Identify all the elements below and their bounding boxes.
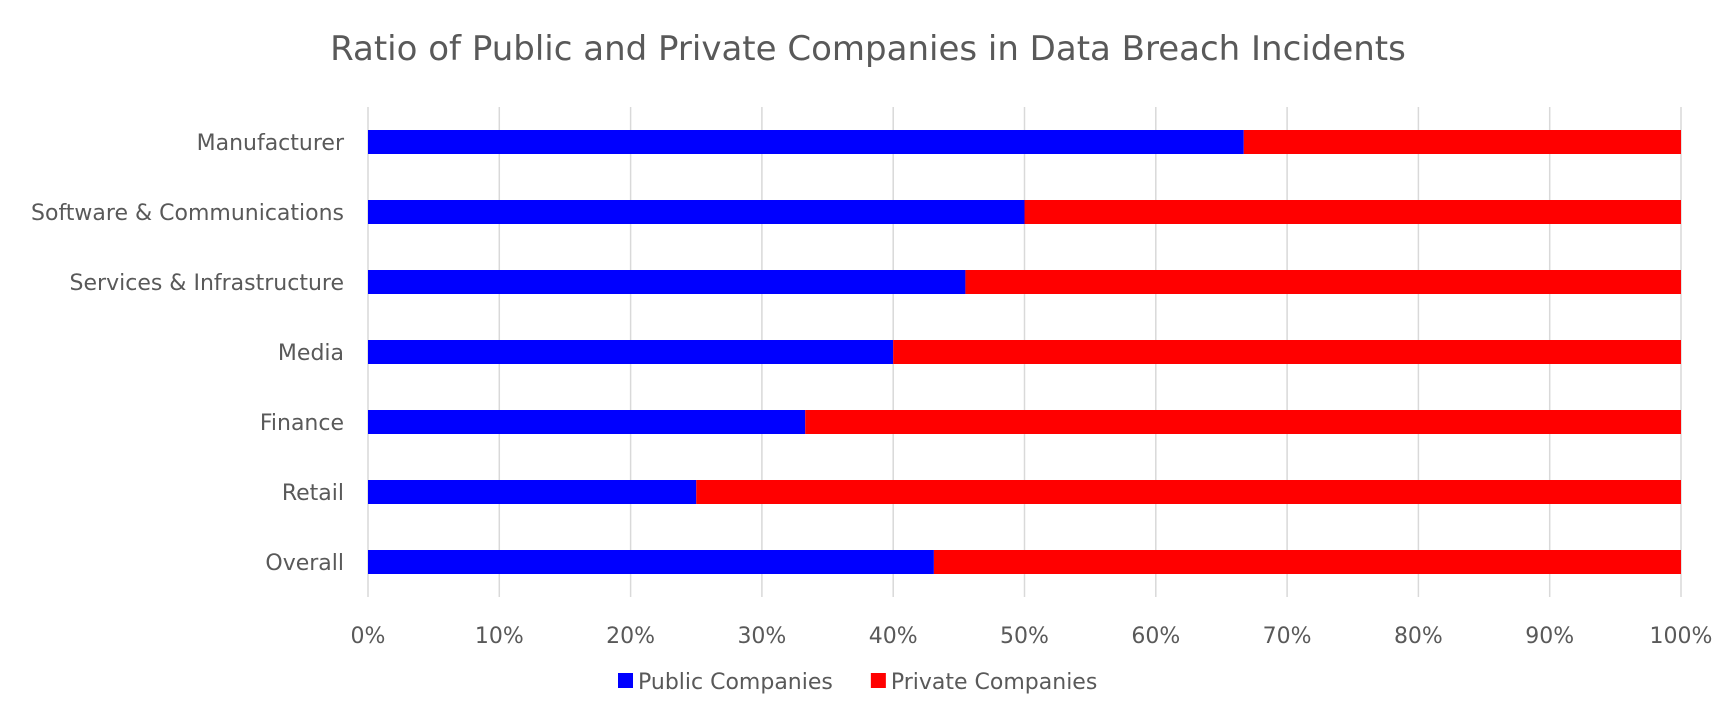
x-tick-label: 70% (1263, 624, 1312, 649)
bar-private-companies (1024, 200, 1681, 224)
category-label: Retail (282, 481, 344, 506)
category-label: Overall (265, 551, 344, 576)
x-tick-label: 50% (1000, 624, 1049, 649)
x-tick-label: 80% (1394, 624, 1443, 649)
bar-private-companies (965, 270, 1681, 294)
category-label: Media (278, 341, 344, 366)
bar-public-companies (368, 130, 1244, 154)
bar-public-companies (368, 340, 894, 364)
legend-swatch (618, 673, 633, 688)
category-label: Finance (260, 411, 344, 436)
legend-label: Private Companies (891, 670, 1097, 695)
x-tick-label: 100% (1650, 624, 1713, 649)
bar-public-companies (368, 200, 1025, 224)
bar-private-companies (933, 550, 1681, 574)
x-tick-label: 40% (869, 624, 918, 649)
bar-private-companies (893, 340, 1681, 364)
bar-private-companies (696, 480, 1681, 504)
legend: Public Companies Private Companies (618, 670, 1097, 695)
bar-public-companies (368, 480, 697, 504)
x-tick-label: 60% (1131, 624, 1180, 649)
category-label: Software & Communications (31, 201, 344, 226)
bar-public-companies (368, 550, 934, 574)
x-tick-labels: 0% 10% 20% 30% 40% 50% 60% 70% 80% 90% 100% (351, 624, 1713, 649)
x-tick-label: 10% (475, 624, 524, 649)
category-label: Services & Infrastructure (70, 271, 344, 296)
legend-label: Public Companies (638, 670, 833, 695)
x-tick-label: 30% (737, 624, 786, 649)
x-tick-label: 0% (351, 624, 386, 649)
bar-private-companies (1243, 130, 1681, 154)
bar-public-companies (368, 410, 806, 434)
x-tick-label: 20% (606, 624, 655, 649)
category-label: Manufacturer (197, 131, 345, 156)
bars (368, 130, 1681, 574)
bar-public-companies (368, 270, 966, 294)
category-labels: Manufacturer Software & Communications Ser… (31, 131, 345, 576)
bar-private-companies (805, 410, 1681, 434)
chart-title: Ratio of Public and Private Companies in… (330, 29, 1406, 69)
legend-swatch (870, 673, 886, 688)
x-tick-label: 90% (1525, 624, 1574, 649)
